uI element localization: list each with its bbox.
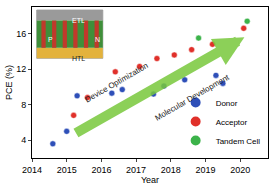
- svg-text:Donor: Donor: [216, 99, 238, 108]
- svg-text:Tandem Cell: Tandem Cell: [216, 137, 261, 146]
- svg-text:Device Optimization: Device Optimization: [84, 61, 150, 104]
- svg-text:Acceptor: Acceptor: [216, 118, 248, 127]
- svg-text:2016: 2016: [91, 165, 111, 175]
- svg-text:ETL: ETL: [72, 17, 85, 24]
- svg-text:N: N: [95, 36, 100, 43]
- svg-text:PCE (%): PCE (%): [4, 65, 14, 100]
- svg-text:HTL: HTL: [72, 55, 85, 62]
- svg-text:2018: 2018: [161, 165, 181, 175]
- svg-text:12: 12: [16, 64, 26, 74]
- svg-text:P: P: [48, 36, 53, 43]
- svg-text:2015: 2015: [57, 165, 77, 175]
- svg-text:8: 8: [21, 100, 26, 110]
- svg-text:4: 4: [21, 135, 26, 145]
- svg-text:2014: 2014: [22, 165, 42, 175]
- svg-text:Year: Year: [141, 175, 159, 185]
- svg-text:2017: 2017: [126, 165, 146, 175]
- svg-text:16: 16: [16, 29, 26, 39]
- svg-text:Molecular Development: Molecular Development: [153, 72, 231, 122]
- svg-text:2020: 2020: [230, 165, 250, 175]
- svg-text:2019: 2019: [196, 165, 216, 175]
